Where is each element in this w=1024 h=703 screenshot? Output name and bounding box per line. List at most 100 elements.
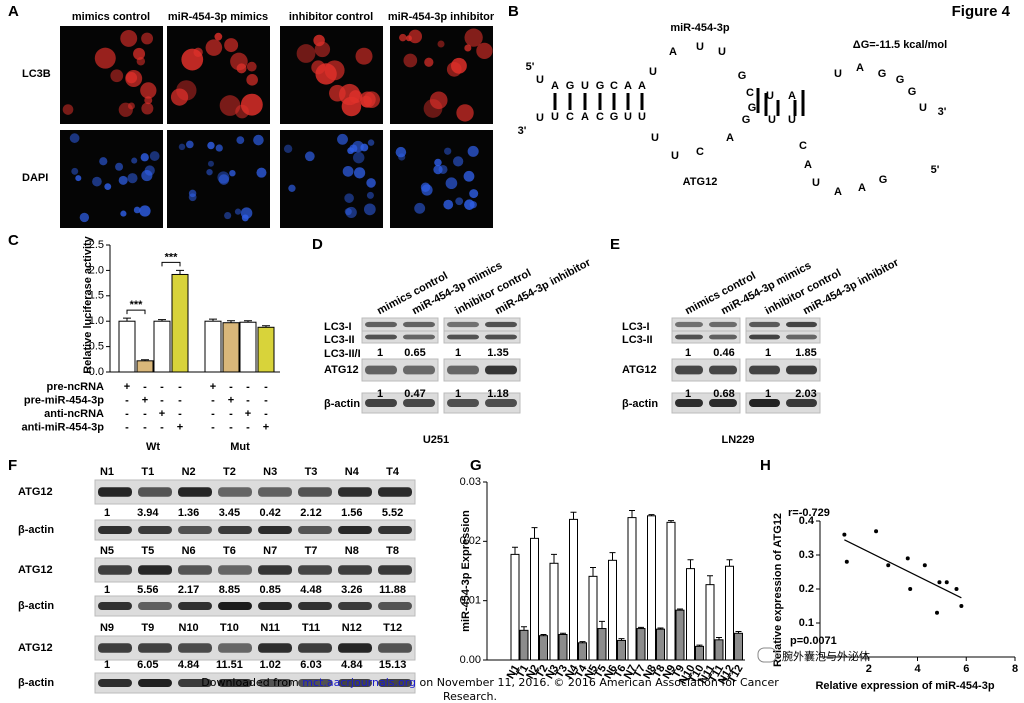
ratio: 2.03 <box>795 388 816 400</box>
cell <box>136 57 146 66</box>
figure-label: Figure 4 <box>952 3 1011 20</box>
condition-mark: + <box>159 408 165 420</box>
ratio: 1.36 <box>178 507 199 519</box>
blot <box>671 392 741 414</box>
blot <box>671 330 741 344</box>
condition-label: pre-miR-454-3p <box>24 394 104 406</box>
bar <box>588 575 598 661</box>
error-bar <box>668 520 674 523</box>
nucleotide: A <box>856 62 864 74</box>
bar <box>549 562 559 661</box>
condition-mark: - <box>143 421 147 433</box>
cell <box>224 38 239 53</box>
ratio: 11.51 <box>216 659 243 671</box>
x-tick-label: T2 <box>534 663 551 680</box>
band <box>138 643 172 653</box>
bar <box>578 642 587 661</box>
nucleotide: U <box>696 41 704 53</box>
sample-label: N3 <box>263 466 277 478</box>
blot <box>443 358 521 382</box>
band <box>98 487 132 497</box>
footer-link[interactable]: mct.aacrjournals.org <box>302 676 416 689</box>
nucleotide: A <box>638 80 646 92</box>
point <box>842 532 847 537</box>
nucleotide: G <box>738 70 747 82</box>
sample-label: N1 <box>100 466 114 478</box>
point <box>944 580 949 585</box>
cell <box>236 136 245 145</box>
band <box>378 643 412 653</box>
condition-mark: - <box>211 408 215 420</box>
sample-label: T7 <box>305 545 318 557</box>
cell <box>467 145 479 157</box>
band <box>378 487 412 497</box>
sample-label: N10 <box>179 622 199 634</box>
condition-mark: - <box>178 394 182 406</box>
ratio: 1 <box>455 388 461 400</box>
band <box>258 602 292 610</box>
error-bar <box>123 317 131 322</box>
bar <box>705 584 715 661</box>
band <box>675 321 703 328</box>
error-bar <box>677 608 683 611</box>
nucleotide: U <box>788 114 796 126</box>
error-bar <box>726 559 733 567</box>
band <box>485 365 517 375</box>
y-tick-label: 0.01 <box>460 595 481 607</box>
sample-label: N2 <box>182 466 196 478</box>
cell <box>144 165 155 176</box>
column-header: miR-454-3p inhibitor <box>388 11 495 23</box>
cell <box>149 151 160 161</box>
nucleotide: C <box>596 111 604 123</box>
nucleotide: U <box>768 114 776 126</box>
bar <box>666 521 676 661</box>
cell <box>140 82 157 99</box>
ratio: 11.88 <box>379 584 406 596</box>
blot <box>361 358 439 382</box>
condition-mark: + <box>142 394 148 406</box>
nucleotide: A <box>726 132 734 144</box>
row-label: β-actin <box>18 600 54 612</box>
nucleotide: A <box>788 90 796 102</box>
condition-mark: + <box>124 381 130 393</box>
watermark: 腕外囊泡与外泌体 <box>782 649 870 663</box>
cell <box>120 29 138 47</box>
nucleotide: G <box>566 80 575 92</box>
ratio: 6.05 <box>137 659 158 671</box>
error-bar <box>687 559 694 569</box>
cell <box>355 47 373 65</box>
row-label: β-actin <box>18 677 54 689</box>
row-label: ATG12 <box>18 486 53 498</box>
x-axis-label: Relative expression of miR-454-3p <box>815 680 994 692</box>
error-bar <box>735 631 742 634</box>
significance-bracket <box>126 309 146 315</box>
band <box>138 565 172 575</box>
cell <box>133 206 141 214</box>
ratio: 15.13 <box>379 659 407 671</box>
cell <box>463 170 475 182</box>
x-tick-label: 2 <box>866 663 872 675</box>
blot-label: ATG12 <box>324 364 359 376</box>
y-axis-label: miR-454-3p Expression <box>460 510 472 632</box>
error-bar <box>716 636 722 640</box>
band <box>138 487 172 497</box>
bar <box>695 645 704 661</box>
ratio: 0.46 <box>713 347 734 359</box>
p-value: p=0.0071 <box>790 635 837 647</box>
band <box>178 679 212 687</box>
cell-line: U251 <box>423 434 449 446</box>
bar <box>171 273 189 373</box>
bar <box>204 320 222 373</box>
cell <box>398 153 406 161</box>
cell <box>345 206 357 219</box>
ratio: 4.84 <box>178 659 200 671</box>
cell <box>444 147 452 155</box>
cell <box>133 47 146 60</box>
bar <box>136 360 154 373</box>
error-bar <box>707 575 713 585</box>
mirna-name: miR-454-3p <box>670 22 730 34</box>
ratio: 2.17 <box>178 584 199 596</box>
cell <box>205 39 223 56</box>
condition-mark: - <box>211 394 215 406</box>
condition-mark: - <box>264 381 268 393</box>
